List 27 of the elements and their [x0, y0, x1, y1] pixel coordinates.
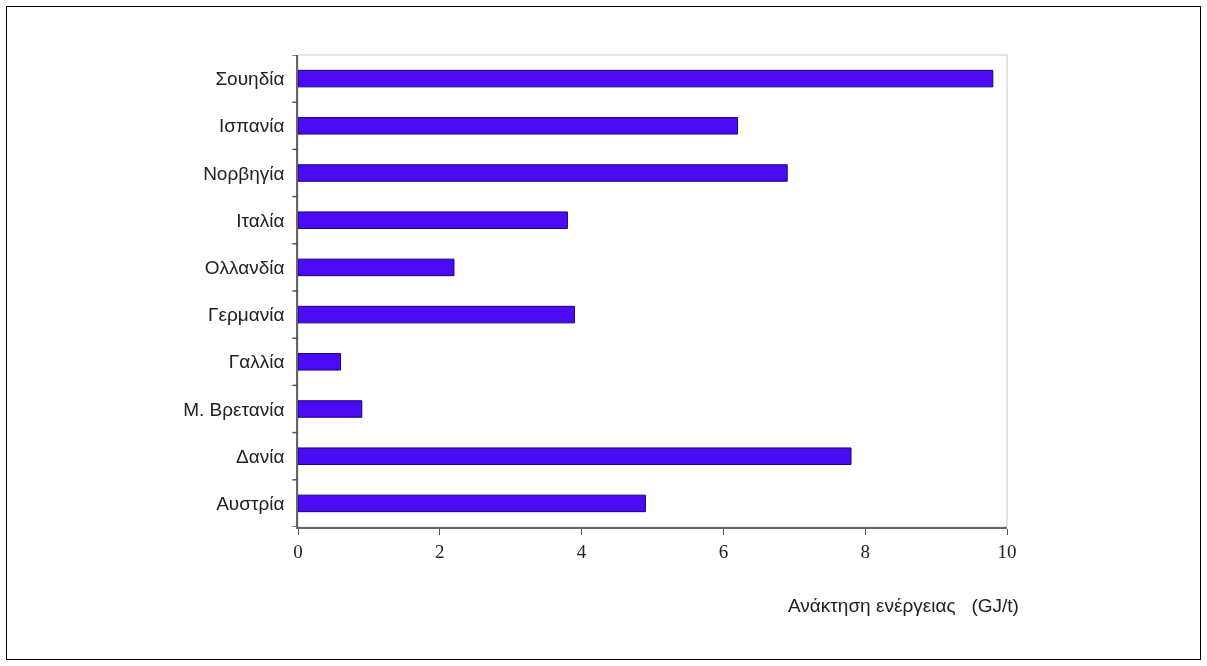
x-tick-label: 8 — [860, 540, 870, 562]
y-tick-label: Γερμανία — [208, 304, 285, 326]
x-tick-label: 0 — [293, 540, 303, 562]
bar — [298, 494, 646, 513]
x-tick-label: 2 — [435, 540, 445, 562]
y-tick-label: Ιταλία — [236, 209, 285, 231]
y-tick-label: Ολλανδία — [204, 257, 285, 279]
x-tick-label: 10 — [997, 540, 1017, 562]
y-tick-label: Σουηδία — [215, 68, 285, 90]
x-tick-label: 4 — [576, 540, 587, 562]
y-tick-label: Δανία — [236, 445, 285, 467]
bar — [298, 447, 852, 465]
y-tick-label: Ισπανία — [218, 115, 285, 137]
x-tick-label: 6 — [718, 540, 729, 562]
y-tick-label: Γαλλία — [228, 351, 285, 373]
x-axis-title: Ανάκτηση ενέργειας (GJ/t) — [788, 595, 1019, 616]
bar — [298, 353, 342, 371]
bar — [298, 164, 788, 182]
bar — [298, 400, 363, 418]
bar — [298, 258, 455, 277]
bar — [298, 305, 576, 324]
y-tick-label: Μ. Βρετανία — [183, 398, 285, 420]
y-tick-label: Αυστρία — [216, 493, 285, 515]
bar — [298, 69, 994, 88]
y-tick-label: Νορβηγία — [203, 162, 285, 184]
bar — [298, 211, 568, 229]
bar — [298, 117, 739, 135]
